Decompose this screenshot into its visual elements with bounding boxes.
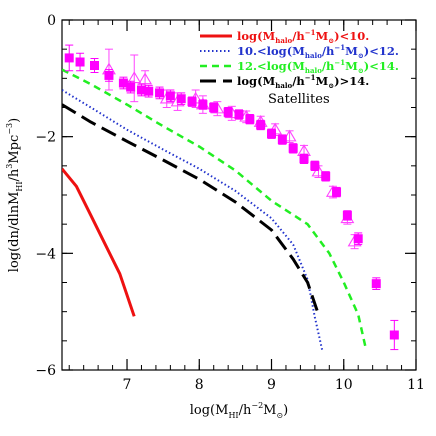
x-tick-label: 7 [123,377,132,393]
filled-square-point [223,107,233,117]
filled-square-point [277,135,287,145]
series-line-12to14 [62,68,367,347]
filled-square-point [118,78,128,88]
y-tick-label: −6 [35,363,56,379]
legend-label-gt14: log(Mhalo/h−1M⊙)>14. [237,73,369,90]
filled-square-point [245,114,255,124]
filled-square-point [75,57,85,67]
filled-square-point [299,154,309,164]
y-axis-title: log(dn/dlnMHI/h3Mpc−3) [5,118,24,272]
x-tick-label: 11 [407,377,425,393]
filled-square-point [267,129,277,139]
filled-square-point [136,85,146,95]
filled-square-point [64,53,74,63]
x-axis-title: log(MHI/h−2M⊙) [190,401,289,420]
y-tick-label: 0 [47,13,56,29]
legend: log(Mhalo/h−1M⊙)<10.10.<log(Mhalo/h−1M⊙)… [200,28,399,107]
filled-square-point [144,86,154,96]
filled-square-point [176,94,186,104]
filled-square-point [234,110,244,119]
y-tick-label: −2 [35,130,56,146]
x-tick-label: 8 [195,377,204,393]
satellites-label: Satellites [268,92,330,107]
data-layer [62,44,399,351]
filled-square-point [371,279,381,289]
filled-square-point [332,187,342,197]
filled-square-point [90,61,100,70]
legend-label-lt10: log(Mhalo/h−1M⊙)<10. [237,28,369,45]
filled-square-point [165,91,175,101]
y-tick-label: −4 [35,246,56,262]
legend-label-10to12: 10.<log(Mhalo/h−1M⊙)<12. [237,43,399,60]
filled-square-point [288,143,298,153]
series-line-10to12 [62,89,324,350]
tick-labels: 7 8 9 10 11 0 −2 −4 −6 [35,13,425,393]
open-triangle-point [127,71,142,84]
axis-ticks [62,19,417,371]
x-tick-label: 10 [335,377,353,393]
filled-square-point [353,234,363,244]
plot-area [62,44,399,351]
filled-square-point [310,161,320,171]
filled-square-point [209,103,219,112]
filled-square-point [198,100,208,110]
filled-square-point [389,330,399,340]
filled-square-point [342,210,352,220]
filled-square-point [126,82,136,92]
filled-square-point [321,171,331,181]
filled-square-point [256,120,266,130]
legend-label-12to14: 12.<log(Mhalo/h−1M⊙)<14. [237,58,399,75]
series-line-lt10 [62,167,136,317]
filled-square-point [104,70,114,80]
series-line-gt14 [62,103,320,316]
filled-square-point [187,97,197,107]
filled-square-point [155,88,165,98]
x-tick-label: 9 [267,377,276,393]
